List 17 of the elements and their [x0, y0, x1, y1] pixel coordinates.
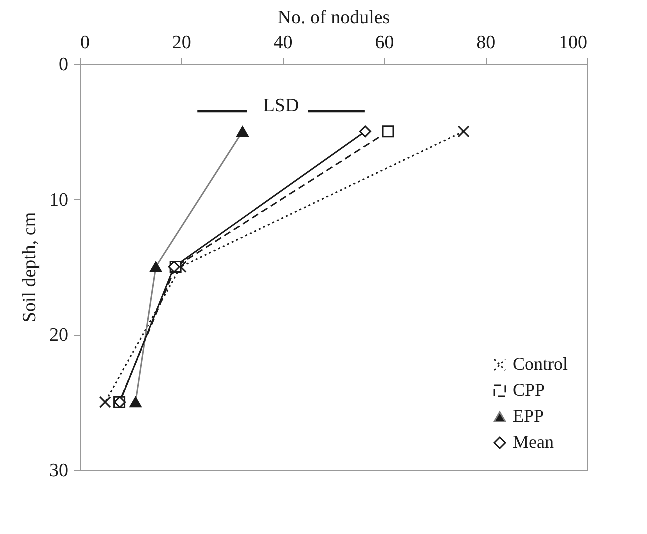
legend-label: Mean [513, 432, 554, 452]
legend-label: CPP [513, 380, 546, 400]
x-tick-label: 100 [559, 32, 588, 54]
x-tick-label: 60 [375, 32, 394, 54]
y-tick-label: 0 [59, 54, 68, 76]
y-tick-label: 30 [50, 460, 68, 482]
x-tick-label: 80 [476, 32, 496, 54]
legend-label: Control [513, 354, 568, 374]
annotation: LSD [263, 95, 300, 116]
y-tick-label: 10 [50, 190, 68, 211]
y-axis-title: Soil depth, cm [20, 212, 40, 323]
x-tick-label: 40 [274, 32, 293, 54]
y-tick-label: 20 [50, 325, 68, 346]
x-tick-label: 0 [80, 32, 90, 54]
x-axis-title: No. of nodules [278, 8, 390, 28]
x-tick-label: 20 [172, 32, 192, 54]
legend-label: EPP [513, 406, 544, 426]
